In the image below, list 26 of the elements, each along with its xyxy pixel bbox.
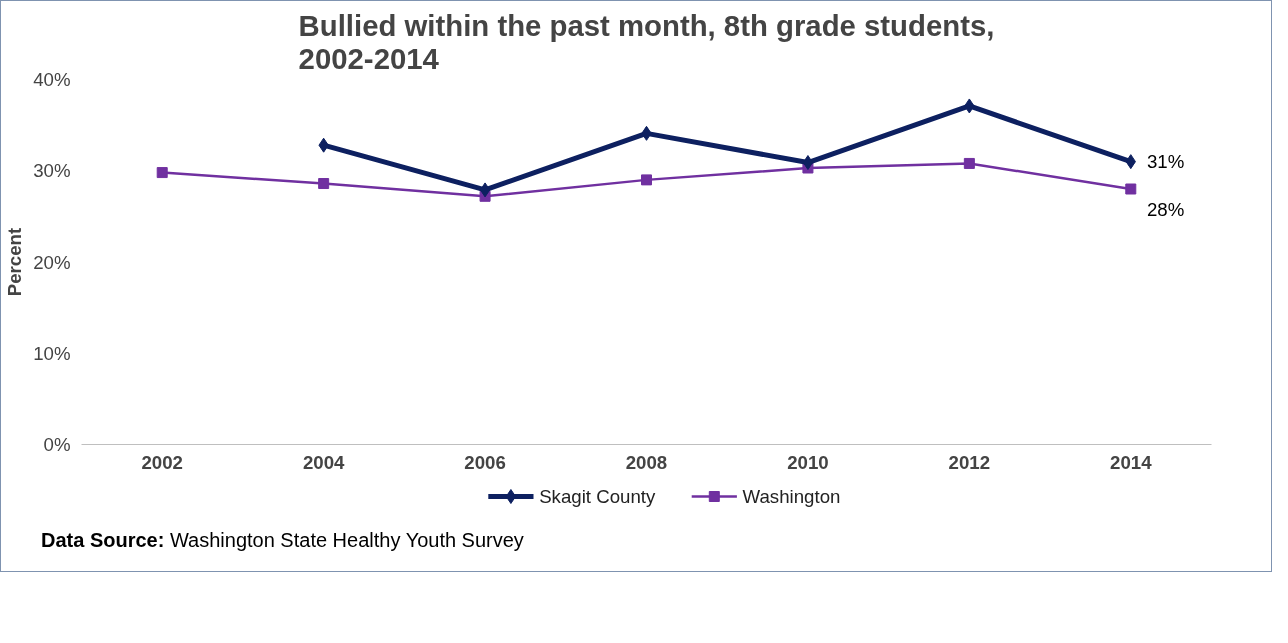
legend-label: Washington [742, 486, 841, 507]
y-tick-label: 0% [43, 434, 71, 455]
x-tick-label: 2010 [787, 451, 829, 473]
chart-title: Bullied within the past month, 8th grade students, 2002-2014 [298, 8, 995, 75]
point [318, 178, 330, 190]
y-tick-label: 10% [33, 342, 71, 364]
point [1125, 183, 1137, 195]
data-label: 31% [1146, 151, 1185, 173]
x-tick-label: 2006 [464, 451, 506, 473]
x-tick-label: 2012 [948, 451, 991, 473]
y-tick-label: 30% [33, 160, 71, 182]
source-note: Data Source: Washington State Healthy Youth Survey [41, 528, 524, 553]
y-tick-label: 20% [33, 251, 71, 273]
x-tick-label: 2008 [625, 451, 668, 473]
data-label: 28% [1146, 199, 1185, 220]
point [963, 157, 975, 169]
point [802, 155, 814, 171]
x-tick-label: 2014 [1110, 451, 1153, 473]
x-tick-label: 2004 [302, 451, 346, 473]
point [479, 182, 491, 198]
legend-label: Skagit County [539, 486, 656, 507]
point [156, 167, 168, 179]
y-tick-label: 40% [33, 69, 71, 90]
point [641, 174, 652, 186]
y-axis-title: Percent [4, 227, 26, 297]
x-tick-label: 2002 [141, 451, 183, 473]
